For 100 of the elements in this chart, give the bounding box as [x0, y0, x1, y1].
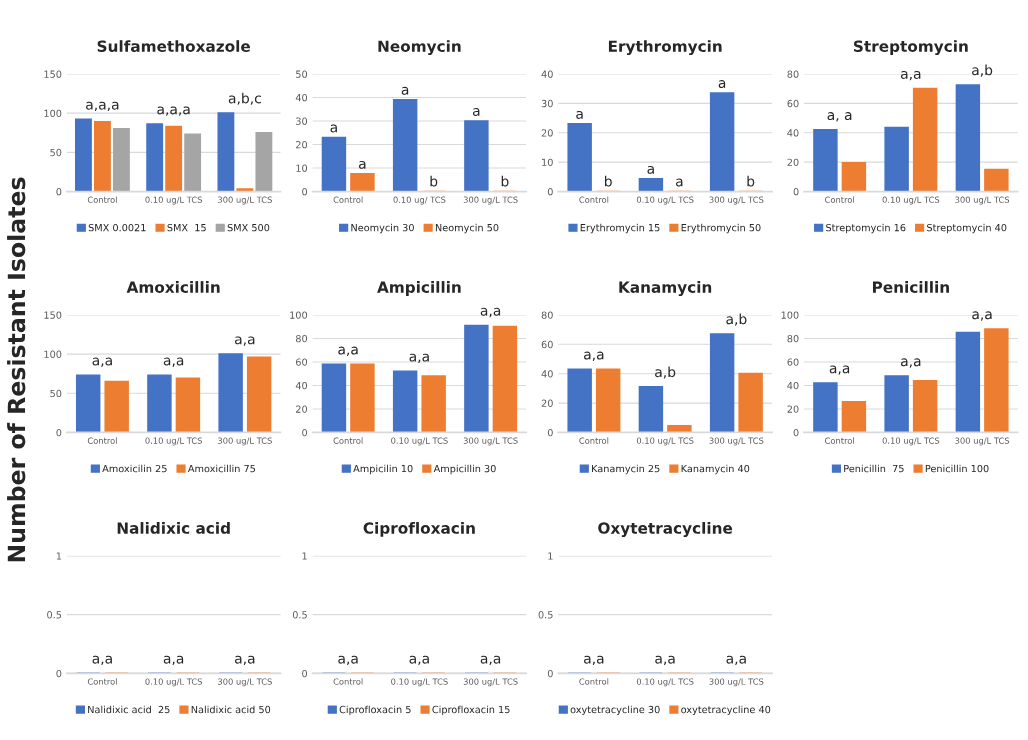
annotation: a,a	[235, 336, 255, 346]
chart-title: Nalidixic acid	[117, 522, 230, 534]
y-tick-label: 10	[542, 158, 553, 166]
annotation: a	[472, 107, 480, 116]
legend-label: oxytetracycline 40	[681, 705, 771, 716]
annotation: a,a	[655, 655, 675, 666]
annotation: a,a	[409, 353, 429, 364]
x-tick-label: 0.10 ug/L TCS	[145, 437, 202, 446]
legend-label: Penicillin 75	[844, 464, 904, 473]
chart-title: Amoxicillin	[126, 281, 220, 293]
chart-title: Neomycin	[378, 40, 461, 56]
legend-label: Kanamycin 40	[681, 464, 750, 475]
annotation: a	[718, 80, 726, 89]
x-tick-label: 300 ug/L TCS	[218, 437, 272, 446]
annotation: a,a	[900, 70, 921, 81]
x-tick-label: Control	[87, 437, 117, 444]
annotation: b	[747, 175, 755, 187]
x-tick-label: 300 ug/L TCS	[463, 437, 518, 446]
x-tick-label: 0.10 ug/L TCS	[145, 678, 202, 687]
y-tick-label: 80	[787, 334, 799, 343]
legend-label: Penicillin 100	[925, 464, 989, 473]
y-tick-label: 20	[296, 141, 308, 149]
x-tick-label: 300 ug/L TCS	[709, 678, 764, 687]
y-tick-label: 1	[302, 552, 307, 560]
x-tick-label: Control	[333, 678, 363, 685]
y-tick-label: 0	[547, 669, 553, 678]
x-tick-label: 300 ug/L TCS	[463, 196, 518, 205]
annotation: a	[675, 178, 683, 187]
annotation: a,a,a	[86, 101, 119, 112]
legend-label: Erythromycin 15	[580, 223, 660, 234]
chart-title: Sulfamethoxazole	[97, 40, 251, 52]
legend-label: SMX 15	[167, 223, 206, 232]
y-tick-label: 0	[547, 428, 553, 437]
annotation: a,a	[726, 655, 746, 666]
annotation: a,a	[480, 655, 501, 666]
legend-label: oxytetracycline 30	[570, 705, 660, 716]
y-tick-label: 0	[56, 188, 62, 196]
x-tick-label: 0.10 ug/L TCS	[636, 437, 694, 446]
y-tick-label: 20	[541, 129, 553, 137]
chart-title: Penicillin	[873, 281, 949, 293]
y-tick-label: 100	[44, 109, 62, 118]
x-tick-label: 0.10 ug/L TCS	[391, 678, 448, 687]
chart-title: Erythromycin	[608, 40, 722, 56]
chart-title: Ciprofloxacin	[363, 522, 475, 537]
y-tick-label: 0	[547, 188, 553, 196]
y-tick-label: 0.5	[292, 611, 307, 619]
legend-label: Nalidixic acid 50	[191, 705, 271, 714]
annotation: a,a	[584, 655, 604, 666]
annotation: a,a	[584, 351, 604, 361]
annotation: a,a	[972, 311, 992, 321]
annotation: a,b,c	[228, 92, 261, 105]
legend-label: Ciprofloxacin 15	[432, 705, 510, 716]
y-tick-label: 0	[56, 669, 62, 678]
x-tick-label: 300 ug/L TCS	[955, 437, 1010, 446]
y-tick-label: 50	[50, 389, 62, 398]
x-tick-label: Control	[87, 196, 117, 203]
annotation: a	[401, 86, 409, 95]
annotation: a,a	[480, 307, 501, 318]
y-axis-title: Number of Resistant Isolates	[7, 177, 26, 562]
y-tick-label: 60	[787, 99, 799, 108]
y-tick-label: 80	[541, 311, 553, 319]
annotation: a,a	[163, 357, 184, 367]
x-tick-label: 0.10 ug/ TCS	[393, 196, 446, 205]
legend-label: Ciprofloxacin 5	[339, 705, 411, 716]
y-tick-label: 20	[787, 158, 799, 166]
x-tick-label: 300 ug/L TCS	[955, 196, 1010, 205]
annotation: a	[330, 124, 337, 133]
legend-label: Ampicilin 10	[353, 464, 413, 475]
annotation: a,b	[655, 366, 676, 379]
annotation: a,a	[900, 358, 921, 368]
legend-label: Neomycin 50	[435, 223, 499, 234]
y-tick-label: 20	[541, 399, 553, 407]
annotation: a,b	[972, 64, 993, 77]
y-tick-label: 150	[44, 311, 62, 319]
y-tick-label: 40	[541, 70, 553, 78]
annotation: a,a	[338, 655, 358, 666]
x-tick-label: 0.10 ug/L TCS	[145, 196, 202, 205]
y-tick-label: 100	[290, 311, 308, 319]
annotation: a	[647, 165, 654, 174]
y-tick-label: 10	[296, 164, 308, 172]
y-tick-label: 60	[541, 340, 553, 349]
y-tick-label: 40	[787, 129, 799, 137]
chart-title: Ampicillin	[377, 281, 461, 296]
legend-label: Kanamycin 25	[592, 464, 660, 475]
x-tick-label: Control	[333, 196, 363, 203]
annotation: a,a	[338, 346, 358, 356]
y-tick-label: 20	[296, 405, 308, 413]
x-tick-label: Control	[579, 196, 609, 203]
y-tick-label: 80	[787, 70, 799, 78]
y-tick-label: 1	[548, 552, 553, 560]
legend-label: Nalidixic acid 25	[88, 705, 170, 714]
y-tick-label: 40	[787, 381, 799, 390]
y-tick-label: 50	[50, 148, 62, 157]
annotation: a,a	[829, 365, 850, 375]
x-tick-label: Control	[579, 437, 609, 444]
annotation: a,a	[409, 655, 429, 666]
x-tick-label: Control	[825, 437, 854, 444]
y-tick-label: 0	[793, 428, 799, 437]
x-tick-label: 300 ug/L TCS	[709, 437, 764, 446]
annotation: a,a,a	[157, 106, 190, 116]
